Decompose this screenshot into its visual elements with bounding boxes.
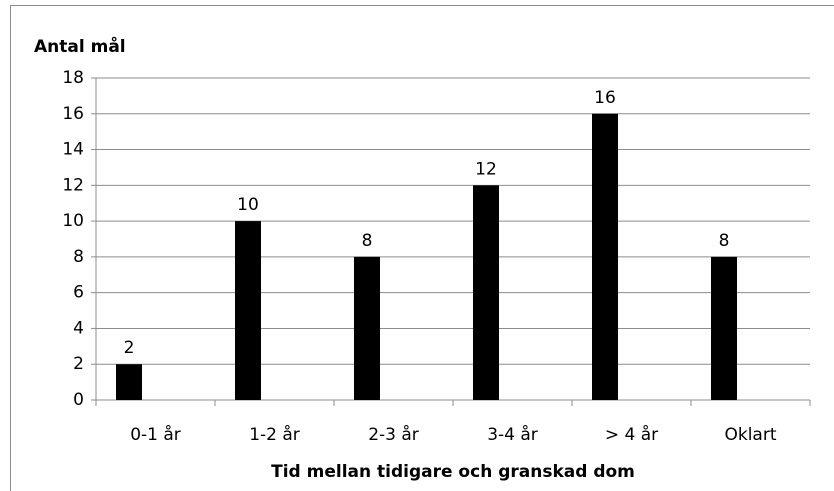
- data-label: 2: [124, 338, 135, 358]
- data-label: 10: [237, 195, 259, 215]
- x-tick-label: 0-1 år: [130, 424, 181, 445]
- data-label: 12: [475, 159, 497, 179]
- x-tick-label: 2-3 år: [368, 424, 419, 445]
- data-label: 8: [362, 231, 373, 251]
- y-tick-label: 8: [73, 247, 84, 267]
- x-tick-label: 3-4 år: [487, 424, 538, 445]
- y-tick-label: 12: [62, 175, 84, 195]
- y-tick-label: 6: [73, 283, 84, 303]
- y-tick-label: 2: [73, 354, 84, 374]
- bar: [116, 364, 142, 400]
- data-label: 8: [719, 231, 730, 251]
- bar: [473, 185, 499, 400]
- y-tick-label: 10: [62, 211, 84, 231]
- chart-frame: [10, 5, 834, 491]
- bar: [592, 113, 618, 401]
- x-tick-label: Oklart: [724, 425, 776, 445]
- bar: [354, 256, 380, 400]
- y-tick-label: 16: [62, 104, 84, 124]
- bar: [235, 221, 261, 400]
- x-tick-label: > 4 år: [605, 424, 658, 445]
- y-tick-label: 14: [62, 140, 84, 160]
- y-tick-label: 4: [73, 318, 84, 338]
- y-tick-label: 0: [73, 390, 84, 410]
- x-tick-label: 1-2 år: [249, 424, 300, 445]
- y-tick-label: 18: [62, 68, 84, 88]
- data-label: 16: [594, 88, 616, 108]
- chart-title: Antal mål: [34, 35, 126, 57]
- x-axis-label: Tid mellan tidigare och granskad dom: [271, 462, 635, 482]
- bar: [711, 256, 737, 400]
